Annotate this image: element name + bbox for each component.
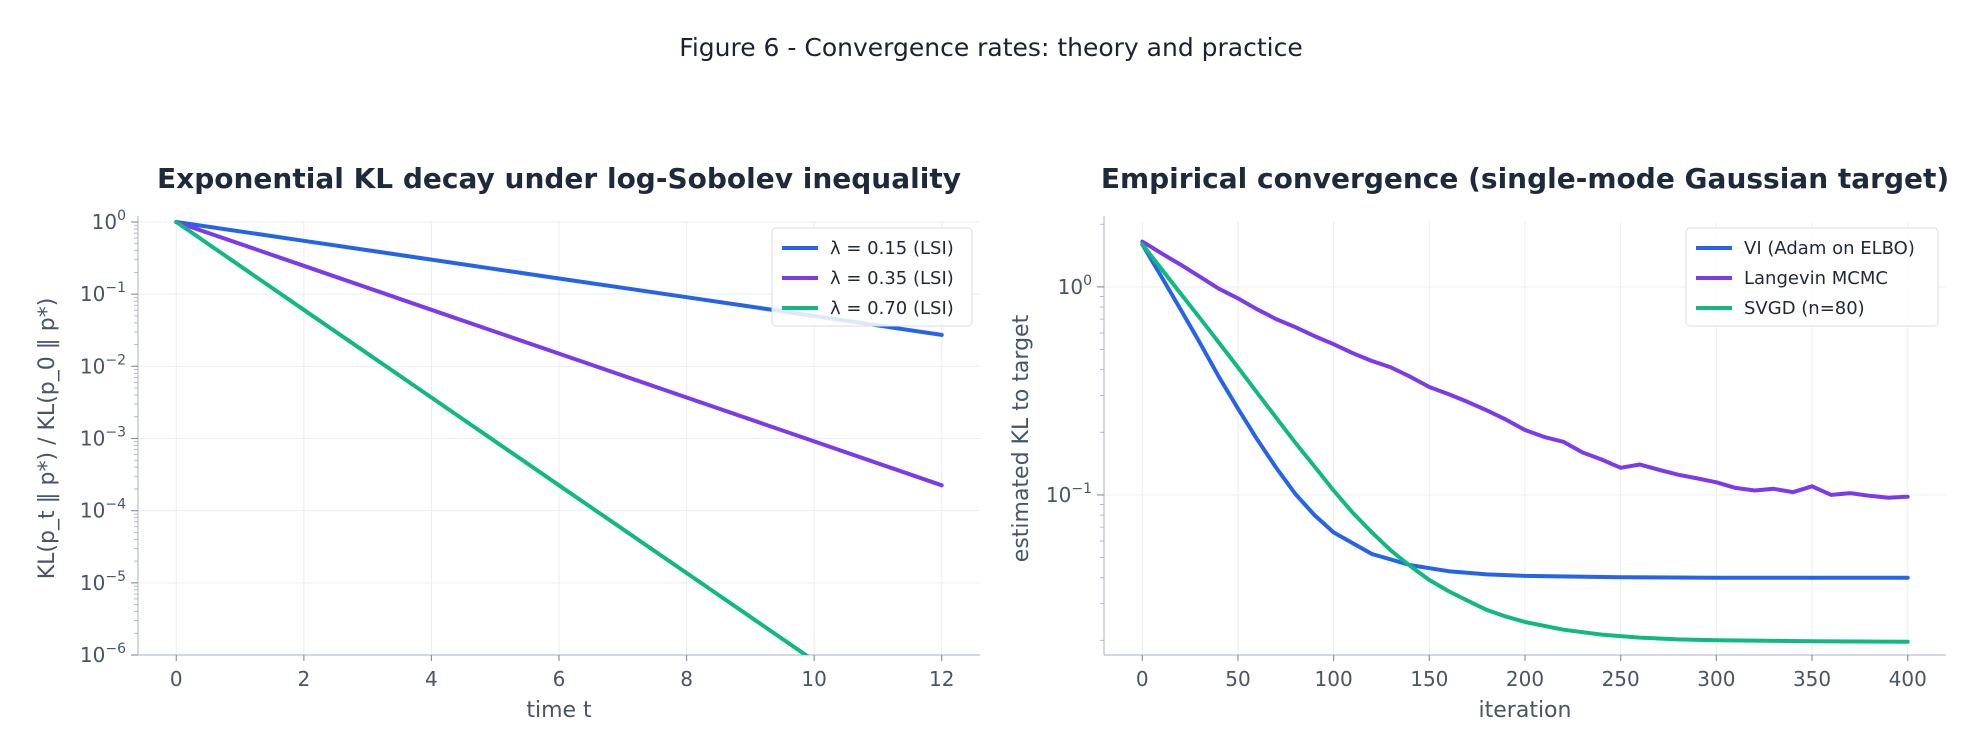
panel-right-empirical: Empirical convergence (single-mode Gauss…	[1009, 162, 1949, 723]
series-line-1	[174, 220, 944, 488]
x-tick-label: 10	[801, 667, 826, 691]
x-tick-label: 250	[1602, 667, 1640, 691]
y-tick-base: 10	[80, 499, 105, 523]
x-tick-label: 50	[1225, 667, 1250, 691]
y-tick-base: 10	[1046, 483, 1071, 507]
x-axis-label: time t	[526, 698, 592, 723]
legend-entry-label: VI (Adam on ELBO)	[1744, 238, 1915, 259]
legend-entry-label: Langevin MCMC	[1744, 268, 1888, 289]
y-tick-base: 10	[80, 282, 105, 306]
series-group	[1140, 239, 1910, 644]
y-tick-label: 10−3	[80, 425, 126, 451]
y-tick-label: 10−4	[80, 497, 126, 523]
y-tick-exponent: 0	[117, 208, 126, 224]
y-tick-label: 10−5	[80, 569, 126, 595]
x-tick-label: 100	[1315, 667, 1353, 691]
legend-entry-label: λ = 0.35 (LSI)	[830, 268, 954, 289]
y-tick-label: 10−1	[1046, 481, 1092, 507]
y-tick-exponent: 0	[1083, 273, 1092, 289]
y-minor-ticks	[134, 224, 138, 634]
y-tick-exponent: −6	[105, 641, 126, 657]
y-tick-label: 10−1	[80, 280, 126, 306]
x-tick-label: 6	[553, 667, 566, 691]
series-line-2	[1140, 242, 1910, 644]
series-line-2	[174, 220, 810, 655]
y-tick-exponent: −3	[105, 425, 126, 441]
legend-box	[771, 227, 973, 327]
x-tick-label: 300	[1697, 667, 1735, 691]
y-tick-base: 10	[80, 643, 105, 667]
x-axis-label: iteration	[1479, 698, 1572, 723]
legend: VI (Adam on ELBO) Langevin MCMC SVGD (n=80…	[1685, 227, 1939, 327]
y-tick-exponent: −5	[105, 569, 126, 585]
x-tick-label: 4	[425, 667, 438, 691]
legend-box	[1685, 227, 1939, 327]
y-tick-exponent: −4	[105, 497, 126, 513]
panel-left-kl-decay: Exponential KL decay under log-Sobolev i…	[35, 162, 980, 723]
panel-title: Empirical convergence (single-mode Gauss…	[1101, 162, 1949, 195]
y-tick-base: 10	[1058, 275, 1083, 299]
y-tick-label: 100	[92, 208, 126, 234]
x-tick-label: 350	[1793, 667, 1831, 691]
legend-entry-label: λ = 0.15 (LSI)	[830, 238, 954, 259]
y-tick-base: 10	[80, 427, 105, 451]
x-tick-label: 12	[929, 667, 954, 691]
y-tick-exponent: −2	[105, 352, 126, 368]
legend-entry-label: SVGD (n=80)	[1744, 298, 1865, 319]
y-axis-label: estimated KL to target	[1009, 314, 1034, 562]
legend: λ = 0.15 (LSI) λ = 0.35 (LSI) λ = 0.70 (LS…	[771, 227, 973, 327]
x-tick-label: 0	[170, 667, 183, 691]
legend-entry-label: λ = 0.70 (LSI)	[830, 298, 954, 319]
x-tick-label: 0	[1136, 667, 1149, 691]
x-tick-label: 8	[680, 667, 693, 691]
y-minor-ticks	[1100, 223, 1104, 641]
y-tick-base: 10	[80, 571, 105, 595]
y-tick-label: 10−2	[80, 352, 126, 378]
figure-suptitle: Figure 6 - Convergence rates: theory and…	[679, 33, 1302, 62]
y-tick-exponent: −1	[105, 280, 126, 296]
y-tick-label: 100	[1058, 273, 1092, 299]
y-tick-exponent: −1	[1071, 481, 1092, 497]
series-line-0	[1140, 242, 1910, 580]
x-tick-label: 200	[1506, 667, 1544, 691]
panel-title: Exponential KL decay under log-Sobolev i…	[157, 162, 961, 195]
x-tick-label: 400	[1889, 667, 1927, 691]
y-tick-base: 10	[80, 354, 105, 378]
y-axis-label: KL(p_t ‖ p*) / KL(p_0 ‖ p*)	[35, 298, 60, 580]
series-line-1	[1140, 239, 1910, 500]
x-tick-label: 2	[297, 667, 310, 691]
y-tick-label: 10−6	[80, 641, 126, 667]
y-tick-base: 10	[92, 210, 117, 234]
x-tick-label: 150	[1410, 667, 1448, 691]
